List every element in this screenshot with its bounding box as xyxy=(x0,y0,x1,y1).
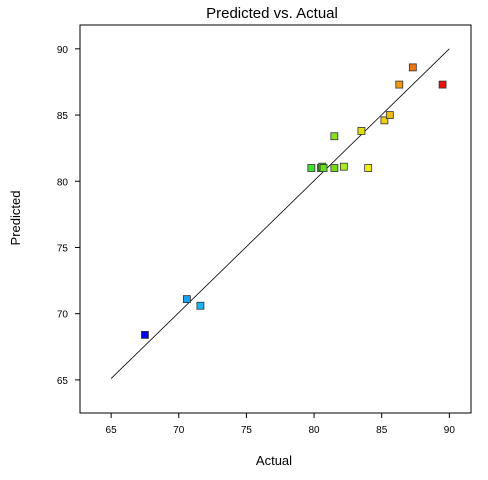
y-tick-label: 65 xyxy=(57,376,69,387)
data-point xyxy=(385,111,394,119)
chart-title: Predicted vs. Actual xyxy=(206,5,338,22)
data-point xyxy=(182,295,191,304)
x-axis: 65 70 75 80 85 90 xyxy=(106,413,456,436)
x-tick-label: 70 xyxy=(173,425,185,436)
y-axis-label: Predicted xyxy=(8,191,23,246)
x-tick-label: 80 xyxy=(308,425,320,436)
data-point xyxy=(364,164,373,172)
y-tick-label: 70 xyxy=(57,310,69,321)
data-point xyxy=(330,164,339,172)
data-point xyxy=(330,132,339,141)
x-tick-label: 85 xyxy=(376,425,388,436)
y-tick-label: 90 xyxy=(57,45,69,56)
plot-area xyxy=(79,24,472,414)
x-tick-label: 75 xyxy=(241,425,253,436)
x-tick-label: 90 xyxy=(444,425,456,436)
data-point xyxy=(380,116,389,125)
data-point xyxy=(196,301,205,310)
y-tick-label: 75 xyxy=(57,243,69,254)
data-point xyxy=(307,164,316,172)
data-point xyxy=(357,127,366,135)
data-point xyxy=(438,80,447,89)
data-point xyxy=(395,80,404,89)
data-points xyxy=(141,63,447,339)
y-tick-label: 80 xyxy=(57,177,69,188)
data-point xyxy=(319,164,328,172)
data-point xyxy=(339,162,348,171)
data-point xyxy=(141,330,149,339)
y-axis: 65 70 75 80 85 90 xyxy=(57,45,80,387)
y-tick-label: 85 xyxy=(57,111,69,122)
data-point xyxy=(408,63,417,72)
x-axis-label: Actual xyxy=(256,453,292,468)
x-tick-label: 65 xyxy=(106,425,118,436)
reference-line xyxy=(110,48,450,379)
